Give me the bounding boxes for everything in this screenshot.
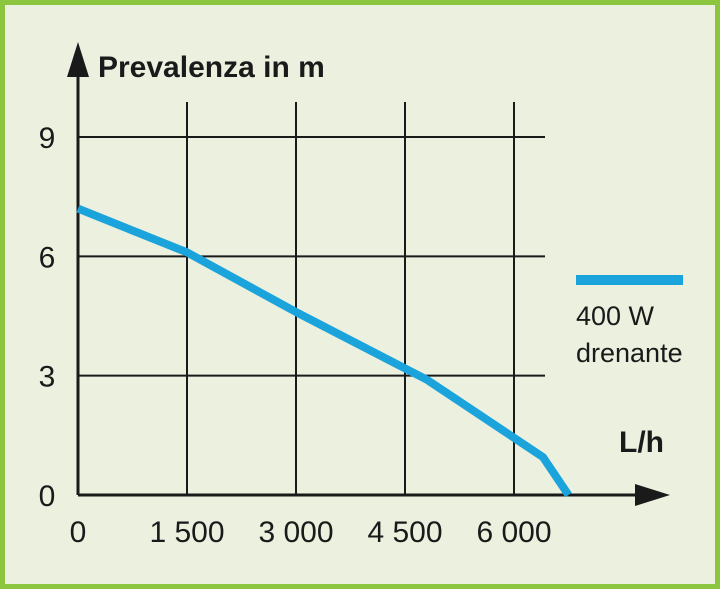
x-tick-label: 4 500 [367, 516, 442, 549]
x-axis-arrow [635, 484, 670, 506]
x-tick-label: 6 000 [476, 516, 551, 549]
tick-labels: 0 1 500 3 000 4 500 6 000 0 3 6 9 [39, 122, 552, 549]
legend-label-line-2: drenante [576, 338, 683, 368]
series-group [76, 204, 572, 498]
x-axis-title: L/h [619, 426, 664, 459]
legend: 400 W drenante [576, 275, 683, 368]
grid-lines [78, 102, 545, 495]
line-chart: 0 1 500 3 000 4 500 6 000 0 3 6 9 Prevalenza in … [39, 42, 683, 549]
y-axis-arrow [67, 42, 89, 77]
series-line [76, 204, 572, 498]
x-tick-label: 3 000 [258, 516, 333, 549]
y-tick-label: 0 [39, 480, 56, 513]
y-tick-label: 9 [39, 122, 56, 155]
y-tick-label: 3 [39, 361, 56, 394]
y-tick-label: 6 [39, 241, 56, 274]
x-tick-label: 1 500 [149, 516, 224, 549]
y-axis-title: Prevalenza in m [98, 51, 325, 84]
axes [67, 42, 670, 506]
x-tick-label: 0 [70, 516, 87, 549]
legend-label-line-1: 400 W [576, 301, 655, 331]
